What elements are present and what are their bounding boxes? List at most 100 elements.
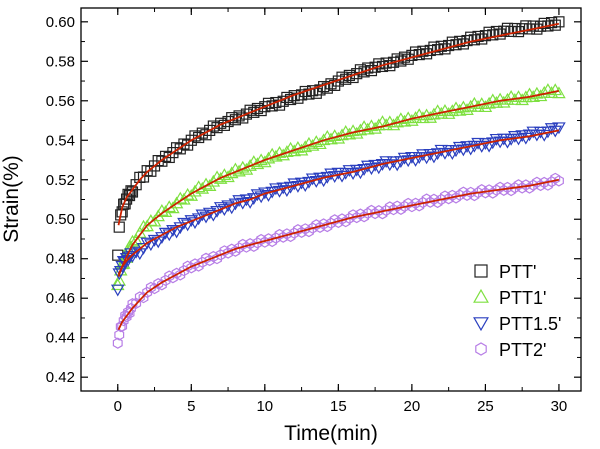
data-point (289, 227, 300, 239)
data-point (324, 168, 338, 181)
data-point (457, 38, 469, 50)
tick-marks (80, 8, 581, 391)
data-point (113, 266, 128, 278)
data-point (538, 17, 550, 29)
data-point (118, 256, 132, 269)
data-point (299, 85, 311, 98)
data-markers (110, 16, 566, 349)
legend-label: PTT1.5' (499, 314, 561, 334)
data-point (443, 193, 454, 205)
data-point (304, 225, 314, 238)
data-point (145, 281, 156, 294)
data-point (129, 246, 143, 259)
data-point (553, 16, 565, 28)
y-tick-label: 0.56 (46, 93, 75, 110)
data-point (533, 126, 548, 139)
data-point (281, 91, 293, 104)
data-point (340, 215, 351, 228)
data-point (124, 307, 135, 319)
data-point (211, 122, 223, 134)
legend-label: PTT1' (499, 288, 546, 308)
data-point (121, 311, 132, 323)
x-axis-title: Time(min) (284, 422, 378, 445)
data-point (185, 134, 197, 146)
data-point (369, 61, 381, 73)
fit-line (117, 90, 560, 277)
data-point (501, 22, 514, 34)
legend-marker (473, 317, 489, 332)
data-point (270, 232, 281, 244)
data-point (544, 123, 559, 135)
x-tick-label: 15 (330, 398, 347, 415)
data-point (270, 96, 282, 109)
data-point (178, 138, 190, 150)
x-tick-label: 0 (114, 398, 122, 415)
data-point (384, 60, 396, 72)
data-point (387, 56, 400, 68)
data-point (508, 131, 522, 143)
data-point (326, 217, 336, 229)
data-point (436, 193, 447, 206)
data-point (342, 165, 357, 177)
data-point (294, 143, 309, 156)
legend: PTT' PTT1' PTT1.5' PTT2' (473, 262, 561, 360)
data-point (159, 150, 172, 162)
legend-marker (475, 342, 487, 356)
data-point (267, 235, 278, 248)
data-point (140, 237, 154, 250)
data-point (168, 272, 178, 284)
fit-line (117, 129, 560, 275)
data-point (526, 126, 540, 139)
x-tick-label: 5 (187, 398, 195, 415)
data-point (483, 26, 495, 38)
data-point (196, 127, 208, 139)
data-point (487, 29, 499, 41)
data-point (454, 35, 466, 47)
data-point (391, 53, 403, 65)
data-point (479, 30, 492, 42)
data-point (149, 282, 160, 295)
data-point (248, 240, 259, 252)
data-point (498, 25, 510, 37)
y-tick-label: 0.46 (46, 290, 75, 307)
fit-curves (117, 22, 560, 331)
data-point (372, 118, 386, 131)
data-point (285, 230, 296, 243)
legend-label: PTT' (499, 262, 536, 282)
data-point (515, 93, 529, 106)
data-point (553, 175, 564, 187)
data-point (234, 242, 244, 254)
y-tick-label: 0.54 (46, 132, 75, 149)
data-point (130, 179, 142, 191)
data-point (129, 233, 143, 246)
data-point (112, 337, 123, 349)
data-point (418, 196, 428, 209)
data-point (284, 93, 297, 106)
data-point (373, 205, 384, 217)
data-point (373, 58, 385, 70)
data-point (138, 291, 149, 304)
data-point (193, 260, 204, 272)
data-point (545, 17, 558, 29)
x-tick-label: 20 (404, 398, 421, 415)
data-point (230, 245, 241, 257)
series-ptt1 (110, 83, 566, 291)
data-point (310, 87, 322, 99)
legend-label: PTT2' (499, 340, 546, 360)
data-point (497, 95, 511, 108)
data-point (126, 186, 139, 198)
data-point (417, 45, 429, 57)
data-point (137, 171, 150, 183)
data-point (527, 20, 539, 32)
y-tick-label: 0.52 (46, 172, 75, 189)
y-tick-label: 0.58 (46, 53, 75, 70)
data-point (388, 203, 399, 216)
data-point (212, 252, 222, 265)
data-point (478, 100, 493, 113)
data-point (252, 237, 263, 249)
data-point (552, 122, 566, 135)
data-point (515, 130, 529, 143)
data-point (322, 220, 333, 233)
data-point (441, 107, 456, 119)
